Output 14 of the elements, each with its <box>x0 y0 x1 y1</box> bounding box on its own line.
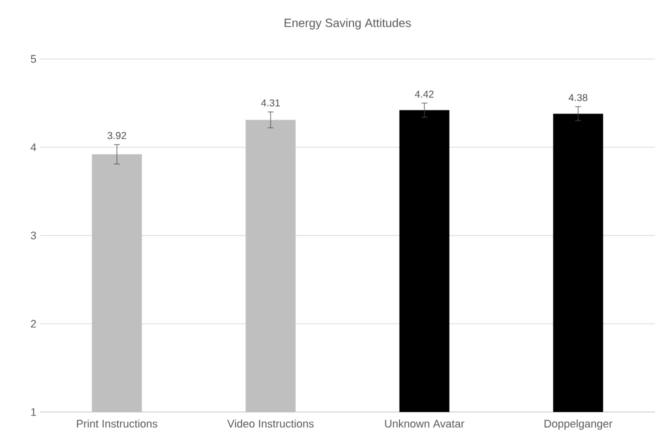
data-label: 4.38 <box>568 94 588 102</box>
chart-title: Energy Saving Attitudes <box>284 18 411 30</box>
y-tick-label: 4 <box>30 143 36 152</box>
y-tick-label: 2 <box>30 320 36 328</box>
x-tick-label: Video Instructions <box>227 420 314 428</box>
x-tick-label: Unknown Avatar <box>385 420 464 428</box>
data-label: 4.31 <box>261 99 280 106</box>
data-label: 3.92 <box>108 132 126 140</box>
y-tick-label: 1 <box>31 408 36 416</box>
data-label: 4.42 <box>414 90 434 98</box>
x-tick-label: Doppelganger <box>544 420 612 430</box>
y-tick-label: 5 <box>30 55 36 63</box>
x-tick-label: Print Instructions <box>76 420 158 428</box>
y-tick-label: 3 <box>30 232 36 240</box>
